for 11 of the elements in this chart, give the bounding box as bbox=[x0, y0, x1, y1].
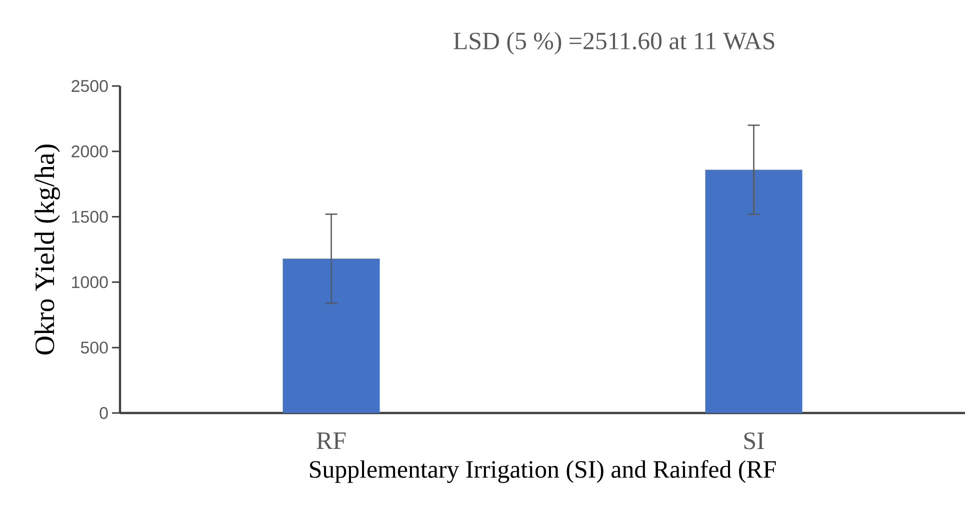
x-tick-label: RF bbox=[316, 432, 346, 449]
x-tick-label: SI bbox=[744, 432, 764, 450]
y-tick-label: 0 bbox=[100, 406, 108, 419]
x-axis-title: Supplementary Irrigation (SI) and Rainfed (RF bbox=[310, 460, 776, 483]
y-tick-label: 500 bbox=[80, 342, 108, 354]
y-tick-label: 2500 bbox=[72, 80, 108, 92]
y-tick-label: 2000 bbox=[72, 145, 108, 158]
chart-title: LSD (5 %) =2511.60 at 11 WAS bbox=[454, 32, 774, 54]
y-tick-label: 1000 bbox=[72, 276, 108, 288]
y-axis-title: Okro Yield (kg/ha) bbox=[34, 144, 60, 354]
y-tick-label: 1500 bbox=[72, 210, 108, 223]
